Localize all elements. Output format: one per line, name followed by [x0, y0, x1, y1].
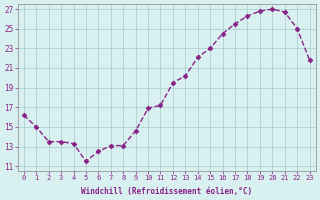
X-axis label: Windchill (Refroidissement éolien,°C): Windchill (Refroidissement éolien,°C): [81, 187, 252, 196]
